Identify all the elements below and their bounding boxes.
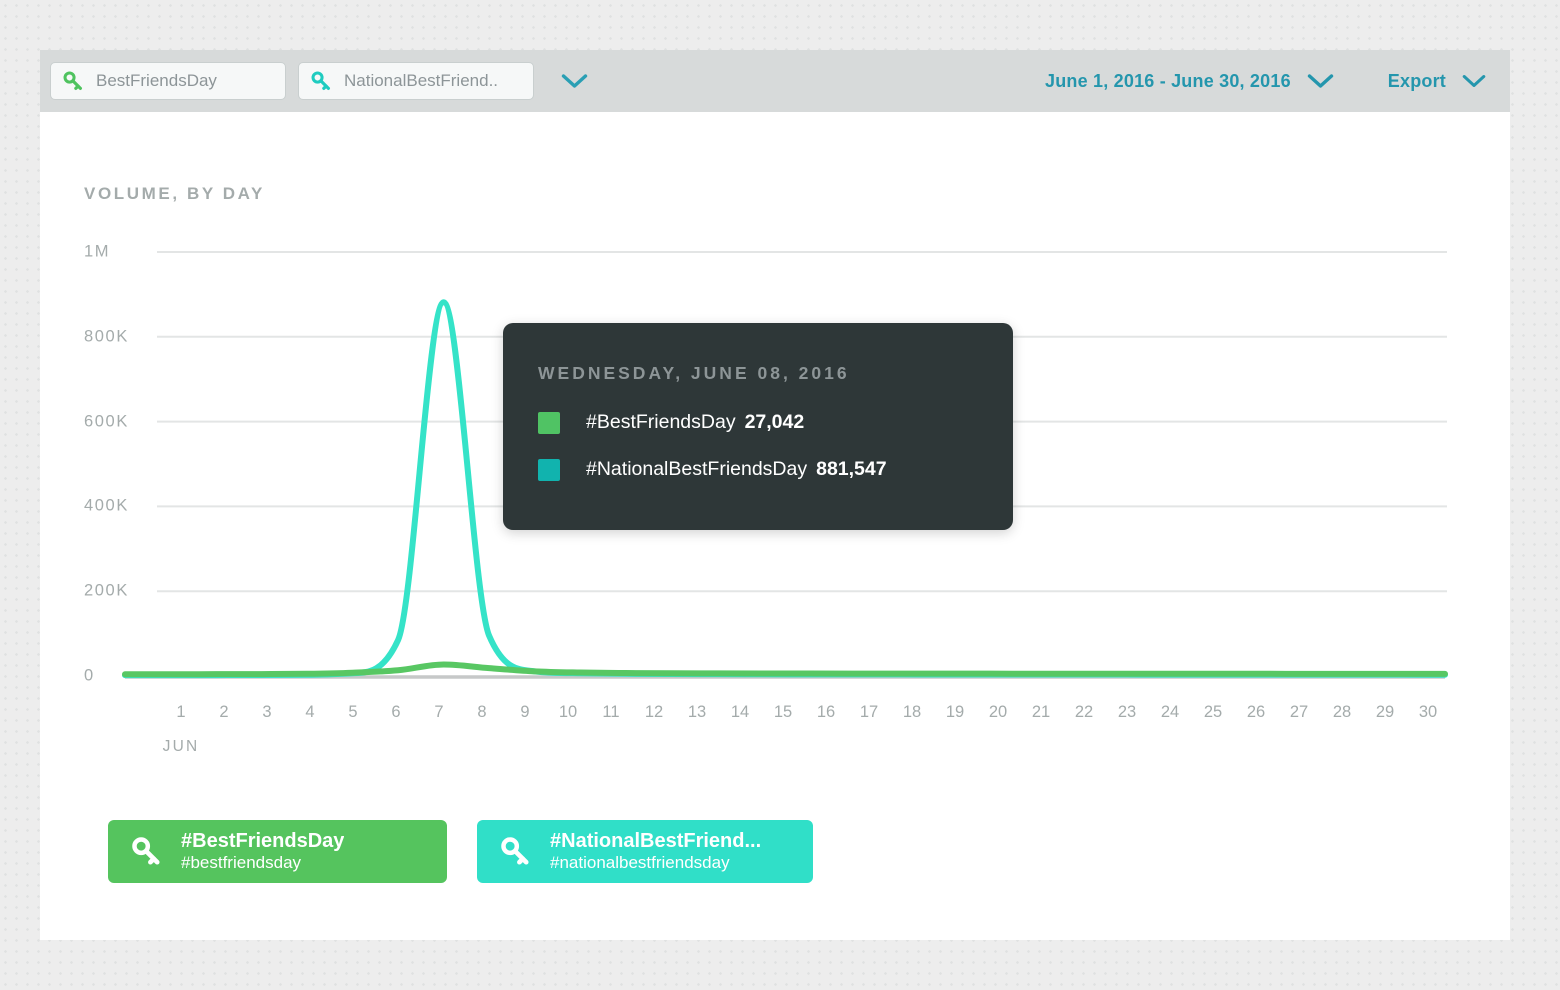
toolbar-right: June 1, 2016 - June 30, 2016 Export xyxy=(1045,71,1486,92)
x-tick-label: 25 xyxy=(1203,703,1223,721)
tooltip-series-value: 27,042 xyxy=(744,411,805,433)
x-tick-label: 6 xyxy=(391,703,401,721)
x-tick-label: 13 xyxy=(687,703,707,721)
x-tick-label: 7 xyxy=(434,703,444,721)
series-swatch-nationalbestfriendsday xyxy=(538,458,560,481)
tooltip-date-title: WEDNESDAY, JUNE 08, 2016 xyxy=(538,363,850,383)
legend-text: #NationalBestFriend... #nationalbestfrie… xyxy=(550,830,761,873)
y-tick-label: 200K xyxy=(84,581,129,600)
legend-hashtag-title: #BestFriendsDay xyxy=(181,830,345,853)
legend-text: #BestFriendsDay #bestfriendsday xyxy=(181,830,344,873)
x-tick-label: 8 xyxy=(477,703,487,721)
key-icon xyxy=(130,835,164,869)
y-tick-label: 800K xyxy=(84,327,129,346)
x-tick-label: 28 xyxy=(1332,703,1352,721)
x-tick-label: 3 xyxy=(262,703,272,721)
tooltip-series-label: #BestFriendsDay xyxy=(586,411,736,433)
x-tick-label: 15 xyxy=(773,703,793,721)
x-tick-label: 26 xyxy=(1246,703,1266,721)
x-tick-label: 22 xyxy=(1074,703,1094,721)
keyword-input-nationalbestfriendsday[interactable]: NationalBestFriend.. xyxy=(298,62,534,100)
x-tick-label: 18 xyxy=(902,703,922,721)
x-tick-label: 16 xyxy=(816,703,836,721)
legend-button-nationalbestfriendsday[interactable]: #NationalBestFriend... #nationalbestfrie… xyxy=(477,820,813,883)
x-tick-label: 5 xyxy=(348,703,358,721)
x-tick-label: 29 xyxy=(1375,703,1395,721)
tooltip-row: #NationalBestFriendsDay 881,547 xyxy=(538,458,979,481)
chart-tooltip: WEDNESDAY, JUNE 08, 2016 #BestFriendsDay… xyxy=(503,323,1013,530)
toolbar: BestFriendsDay NationalBestFriend.. June… xyxy=(40,50,1510,112)
volume-line-chart[interactable] xyxy=(40,50,1510,940)
chart-title: VOLUME, BY DAY xyxy=(84,184,265,203)
x-tick-label: 17 xyxy=(859,703,879,721)
y-tick-label: 0 xyxy=(84,666,95,685)
series-swatch-bestfriendsday xyxy=(538,411,560,434)
legend-hashtag-subtitle: #nationalbestfriendsday xyxy=(550,853,730,873)
date-range-label: June 1, 2016 - June 30, 2016 xyxy=(1045,70,1291,91)
y-tick-label: 600K xyxy=(84,412,129,431)
x-tick-label: 30 xyxy=(1418,703,1438,721)
x-tick-label: 23 xyxy=(1117,703,1137,721)
dashboard-card: BestFriendsDay NationalBestFriend.. June… xyxy=(40,50,1510,940)
x-tick-label: 20 xyxy=(988,703,1008,721)
x-tick-label: 9 xyxy=(520,703,530,721)
export-label: Export xyxy=(1387,70,1446,91)
date-range-selector[interactable]: June 1, 2016 - June 30, 2016 xyxy=(1045,71,1334,92)
tooltip-series-label: #NationalBestFriendsDay xyxy=(586,458,808,480)
x-tick-label: 1 xyxy=(176,703,186,721)
x-tick-label: 19 xyxy=(945,703,965,721)
x-tick-label: 10 xyxy=(558,703,578,721)
x-tick-label: 14 xyxy=(730,703,750,721)
keyword-input-label: NationalBestFriend.. xyxy=(344,71,499,90)
tooltip-row: #BestFriendsDay 27,042 xyxy=(538,411,979,434)
keyword-input-label: BestFriendsDay xyxy=(96,71,217,90)
tooltip-series-value: 881,547 xyxy=(816,458,887,480)
keyword-input-bestfriendsday[interactable]: BestFriendsDay xyxy=(50,62,286,100)
key-icon xyxy=(499,835,533,869)
x-tick-label: 11 xyxy=(602,703,620,721)
x-tick-label: 21 xyxy=(1031,703,1051,721)
x-axis-month-label: JUN xyxy=(162,738,200,755)
x-tick-label: 24 xyxy=(1160,703,1180,721)
y-tick-label: 400K xyxy=(84,496,129,515)
legend-hashtag-title: #NationalBestFriend... xyxy=(550,830,762,853)
x-tick-label: 4 xyxy=(305,703,315,721)
y-tick-label: 1M xyxy=(84,242,111,261)
legend-button-bestfriendsday[interactable]: #BestFriendsDay #bestfriendsday xyxy=(108,820,447,883)
x-tick-label: 12 xyxy=(644,703,664,721)
export-button[interactable]: Export xyxy=(1388,71,1486,92)
x-tick-label: 27 xyxy=(1289,703,1309,721)
series-line-bestfriendsday[interactable] xyxy=(122,661,1448,678)
x-tick-label: 2 xyxy=(219,703,229,721)
legend-hashtag-subtitle: #bestfriendsday xyxy=(181,853,302,873)
